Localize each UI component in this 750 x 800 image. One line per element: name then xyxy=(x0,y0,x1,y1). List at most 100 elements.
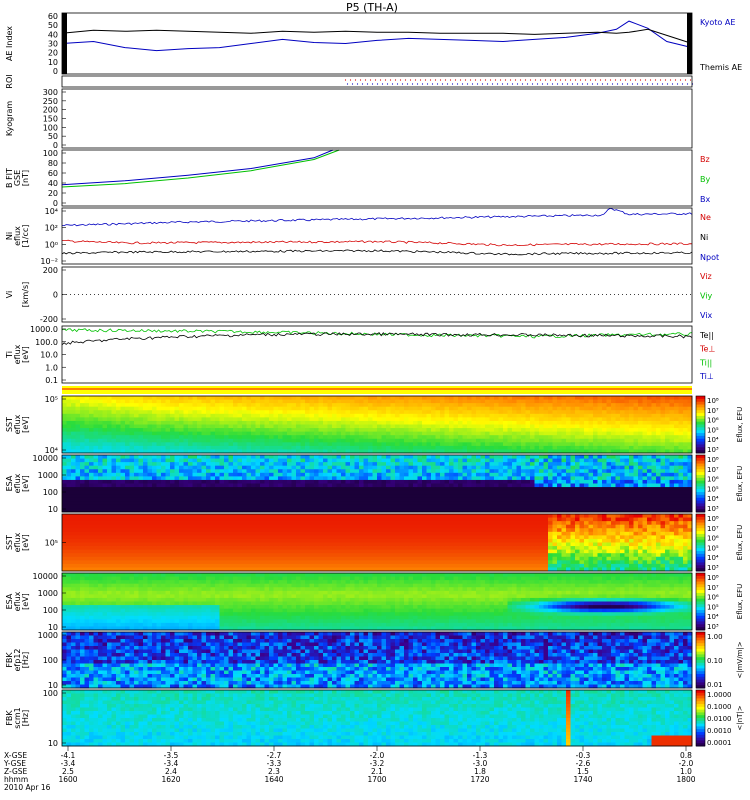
spectrogram-cell xyxy=(534,494,540,499)
spectrogram-cell xyxy=(561,490,567,495)
spectrogram-cell xyxy=(224,479,229,484)
spectrogram-cell xyxy=(606,472,612,477)
spectrogram-cell xyxy=(246,458,252,463)
spectrogram-cell xyxy=(71,442,76,447)
spectrogram-cell xyxy=(278,445,283,450)
spectrogram-cell xyxy=(192,399,198,404)
spectrogram-cell xyxy=(102,508,108,513)
spectrogram-cell xyxy=(377,403,382,408)
spectrogram-cell xyxy=(278,403,283,408)
spectrogram-cell xyxy=(237,476,243,481)
spectrogram-cell xyxy=(458,428,463,433)
spectrogram-cell xyxy=(341,403,346,408)
spectrogram-cell xyxy=(620,428,625,433)
spectrogram-cell xyxy=(134,406,139,411)
spectrogram-cell xyxy=(674,465,679,470)
spectrogram-cell xyxy=(111,504,117,509)
spectrogram-cell xyxy=(647,410,652,415)
spectrogram-cell xyxy=(251,420,256,425)
spectrogram-cell xyxy=(215,494,220,499)
spectrogram-cell xyxy=(413,487,418,492)
spectrogram-cell xyxy=(75,406,81,411)
spectrogram-cell xyxy=(107,524,112,529)
spectrogram-cell xyxy=(350,476,355,481)
spectrogram-cell xyxy=(539,487,544,492)
spectrogram-cell xyxy=(386,490,391,495)
spectrogram-cell xyxy=(629,455,634,459)
spectrogram-cell xyxy=(251,494,256,499)
spectrogram-cell xyxy=(273,501,279,506)
spectrogram-cell xyxy=(75,549,81,554)
spectrogram-cell xyxy=(386,431,391,436)
spectrogram-cell xyxy=(498,442,504,447)
spectrogram-cell xyxy=(611,399,616,404)
spectrogram-cell xyxy=(471,445,477,450)
spectrogram-cell xyxy=(260,494,265,499)
spectrogram-cell xyxy=(548,508,553,513)
spectrogram-cell xyxy=(386,420,391,425)
spectrogram-cell xyxy=(336,417,342,422)
spectrogram-cell xyxy=(462,445,468,450)
spectrogram-cell xyxy=(507,472,513,477)
spectrogram-cell xyxy=(287,417,292,422)
spectrogram-cell xyxy=(557,403,562,408)
spectrogram-cell xyxy=(89,455,94,459)
spectrogram-cell xyxy=(624,424,630,429)
spectrogram-cell xyxy=(683,462,688,467)
spectrogram-cell xyxy=(543,417,549,422)
spectrogram-cell xyxy=(354,413,360,418)
spectrogram-cell xyxy=(678,487,684,492)
spectrogram-cell xyxy=(534,431,540,436)
spectrogram-cell xyxy=(557,472,562,477)
y-axis-label: [eV] xyxy=(21,346,30,363)
spectrogram-cell xyxy=(291,462,297,467)
spectrogram-cell xyxy=(458,504,463,509)
spectrogram-cell xyxy=(156,487,162,492)
spectrogram-cell xyxy=(201,494,207,499)
spectrogram-cell xyxy=(359,431,364,436)
spectrogram-cell xyxy=(647,462,652,467)
spectrogram-cell xyxy=(260,417,265,422)
spectrogram-cell xyxy=(125,396,130,400)
spectrogram-cell xyxy=(107,428,112,433)
spectrogram-cell xyxy=(444,438,450,443)
spectrogram-cell xyxy=(372,469,378,474)
spectrogram-cell xyxy=(224,462,229,467)
spectrogram-cell xyxy=(170,483,175,488)
spectrogram-cell xyxy=(399,490,405,495)
spectrogram-cell xyxy=(543,508,549,513)
spectrogram-cell xyxy=(494,410,499,415)
spectrogram-cell xyxy=(687,458,693,463)
spectrogram-cell xyxy=(98,469,103,474)
spectrogram-cell xyxy=(431,424,436,429)
spectrogram-cell xyxy=(440,476,445,481)
spectrogram-cell xyxy=(120,490,126,495)
spectrogram-cell xyxy=(453,455,459,459)
spectrogram-cell xyxy=(107,553,112,558)
spectrogram-cell xyxy=(503,479,508,484)
spectrogram-cell xyxy=(629,469,634,474)
spectrogram-cell xyxy=(566,420,571,425)
spectrogram-cell xyxy=(278,449,283,454)
spectrogram-cell xyxy=(345,494,351,499)
spectrogram-cell xyxy=(75,514,81,518)
y-tick-label: -200 xyxy=(40,315,58,324)
spectrogram-cell xyxy=(260,458,265,463)
spectrogram-cell xyxy=(179,406,184,411)
spectrogram-cell xyxy=(372,504,378,509)
spectrogram-cell xyxy=(332,497,337,502)
spectrogram-cell xyxy=(359,455,364,459)
spectrogram-cell xyxy=(359,413,364,418)
spectrogram-cell xyxy=(629,458,634,463)
spectrogram-cell xyxy=(471,458,477,463)
spectrogram-cell xyxy=(264,501,270,506)
spectrogram-cell xyxy=(638,490,643,495)
spectrogram-cell xyxy=(359,490,364,495)
spectrogram-cell xyxy=(98,501,103,506)
spectrogram-cell xyxy=(125,494,130,499)
spectrogram-cell xyxy=(242,424,247,429)
spectrogram-cell xyxy=(651,424,657,429)
spectrogram-cell xyxy=(606,455,612,459)
spectrogram-cell xyxy=(71,560,76,565)
spectrogram-cell xyxy=(197,428,202,433)
